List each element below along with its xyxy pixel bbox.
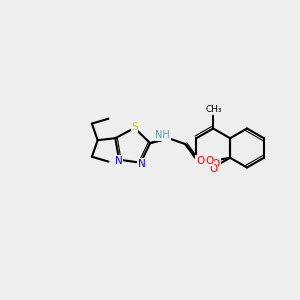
Text: NH: NH bbox=[155, 130, 170, 140]
Text: CH₃: CH₃ bbox=[206, 105, 223, 114]
Text: O: O bbox=[206, 156, 214, 166]
Text: O: O bbox=[212, 159, 220, 169]
Text: N: N bbox=[115, 156, 123, 166]
Text: O: O bbox=[209, 164, 218, 173]
Text: O: O bbox=[196, 156, 204, 166]
Text: S: S bbox=[131, 122, 138, 132]
Text: N: N bbox=[138, 159, 146, 169]
